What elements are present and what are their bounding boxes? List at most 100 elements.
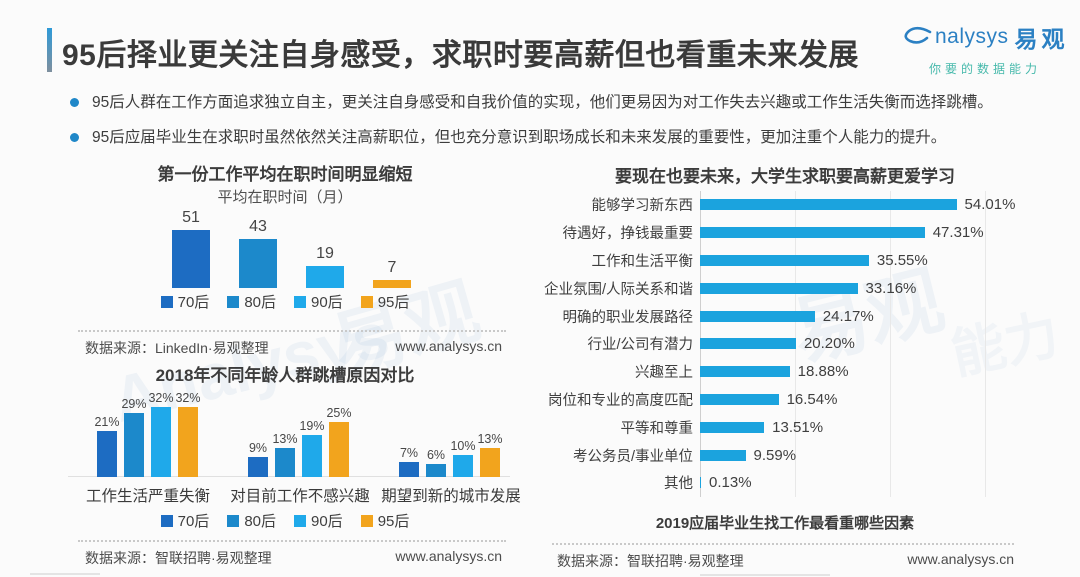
website-label: www.analysys.cn xyxy=(395,548,502,564)
hbar xyxy=(700,310,815,322)
chart3-plot: 能够学习新东西 54.01% 待遇好，挣钱最重要 47.31% 工作和生活平衡 35.… xyxy=(543,191,1043,497)
bar-value: 19% xyxy=(299,419,325,434)
separator xyxy=(78,540,506,542)
bar xyxy=(172,229,210,288)
chart2-source-row: 数据来源：智联招聘·易观整理 www.analysys.cn xyxy=(85,548,502,568)
legend-label: 95后 xyxy=(377,513,410,530)
legend-label: 90后 xyxy=(311,294,343,311)
bar-group: 21% 29% 32% 32% xyxy=(94,390,201,477)
bar xyxy=(151,406,171,477)
hbar-row: 其他 0.13% xyxy=(543,469,1043,497)
hbar-value: 20.20% xyxy=(803,335,855,353)
bar xyxy=(426,463,446,477)
hbar-value: 33.16% xyxy=(865,279,917,297)
bar-value: 43 xyxy=(249,217,267,235)
chart1-title: 第一份工作平均在职时间明显缩短 xyxy=(157,165,413,184)
legend-swatch xyxy=(360,514,373,527)
legend-label: 90后 xyxy=(311,513,343,530)
hbar-value: 0.13% xyxy=(709,474,752,492)
brand-logo: nalysys 易观 你要的数据能力 xyxy=(903,20,1073,77)
legend-swatch xyxy=(227,514,240,527)
hbar-row: 企业氛围/人际关系和谐 33.16% xyxy=(543,274,1043,302)
chart1-subtitle: 平均在职时间（月） xyxy=(217,189,353,206)
legend-item: 90后 xyxy=(294,291,343,312)
legend-label: 80后 xyxy=(244,513,276,530)
hbar-label: 能够学习新东西 xyxy=(591,198,694,215)
hbar-value: 35.55% xyxy=(876,251,928,269)
website-label: www.analysys.cn xyxy=(395,338,502,354)
bullet-text: 95后应届毕业生在求职时虽然依然关注高薪职位，但也充分意识到职场成长和未来发展的… xyxy=(92,129,947,146)
hbar-row: 岗位和专业的高度匹配 16.54% xyxy=(543,386,1043,414)
bar-value: 9% xyxy=(248,441,268,456)
legend-item: 70后 xyxy=(160,291,209,312)
hbar-label: 平等和尊重 xyxy=(620,420,694,437)
legend-item: 80后 xyxy=(227,291,276,312)
bullet-dot-icon xyxy=(70,133,79,142)
bar xyxy=(178,406,198,477)
bar-value: 13% xyxy=(477,432,503,447)
brand-name-cn: 易观 xyxy=(1014,26,1069,52)
separator xyxy=(78,330,506,332)
chart1-plot: 51 43 19 7 xyxy=(172,198,418,288)
hbar-value: 24.17% xyxy=(822,307,874,325)
bar-value: 32% xyxy=(148,390,174,405)
legend-swatch xyxy=(294,295,306,308)
brand-name-en: nalysys xyxy=(935,25,1009,48)
bar-wrap: 21% xyxy=(94,414,120,477)
cutoff-artifact xyxy=(30,573,100,575)
bar xyxy=(275,448,295,477)
bar xyxy=(453,455,473,477)
hbar-label: 其他 xyxy=(664,476,693,493)
hbar xyxy=(700,227,925,239)
bullet-text: 95后人群在工作方面追求独立自主，更关注自身感受和自我价值的实现，他们更易因为对… xyxy=(92,94,993,111)
hbar-label: 岗位和专业的高度匹配 xyxy=(548,392,693,409)
bar-value: 19 xyxy=(316,245,334,263)
hbar-value: 54.01% xyxy=(964,196,1016,214)
bar xyxy=(373,280,411,288)
hbar xyxy=(700,449,746,461)
hbar-row: 能够学习新东西 54.01% xyxy=(543,191,1043,219)
bar-value: 10% xyxy=(450,439,476,453)
bar xyxy=(239,238,277,288)
legend-label: 80后 xyxy=(244,294,276,311)
legend-swatch xyxy=(160,295,173,308)
chart1-legend: 70后 80后 90后 95后 xyxy=(60,291,510,312)
legend-item: 70后 xyxy=(160,510,210,531)
legend-label: 70后 xyxy=(177,513,210,530)
bar xyxy=(248,457,268,477)
legend-item: 90后 xyxy=(294,510,343,531)
hbar-value: 18.88% xyxy=(797,363,849,381)
legend-swatch xyxy=(227,295,240,308)
hbar-label: 兴趣至上 xyxy=(635,365,693,382)
bar-wrap: 7% xyxy=(399,446,419,477)
bar-value: 6% xyxy=(426,447,446,462)
chart2-title: 2018年不同年龄人群跳槽原因对比 xyxy=(155,366,415,385)
source-label: 数据来源：LinkedIn·易观整理 xyxy=(85,340,269,356)
hbar xyxy=(700,366,790,378)
hbar-row: 工作和生活平衡 35.55% xyxy=(543,247,1043,275)
hbar-label: 企业氛围/人际关系和谐 xyxy=(543,281,693,298)
chart3-source-row: 数据来源：智联招聘·易观整理 www.analysys.cn xyxy=(557,551,1014,571)
hbar xyxy=(700,393,779,405)
hbar-value: 13.51% xyxy=(772,418,824,436)
legend-swatch xyxy=(294,514,306,527)
bar-wrap: 13% xyxy=(477,432,503,477)
source-label: 数据来源：智联招聘·易观整理 xyxy=(557,553,744,569)
source-label: 数据来源：智联招聘·易观整理 xyxy=(85,550,272,566)
bar-group: 7 xyxy=(373,259,411,288)
bar-value: 21% xyxy=(94,414,120,429)
hbar-value: 47.31% xyxy=(932,224,984,242)
hbar-label: 考公务员/事业单位 xyxy=(572,448,693,465)
bar-wrap: 9% xyxy=(248,441,268,477)
bar-group: 43 xyxy=(239,218,277,288)
gridline xyxy=(890,191,891,497)
bar-value: 7% xyxy=(399,445,419,460)
bar-wrap: 32% xyxy=(175,391,201,477)
hbar xyxy=(700,421,765,433)
hbar-row: 行业/公司有潜力 20.20% xyxy=(543,330,1043,358)
bar xyxy=(97,430,117,477)
bar-value: 29% xyxy=(121,397,147,412)
chart1-source-row: 数据来源：LinkedIn·易观整理 www.analysys.cn xyxy=(85,338,502,358)
hbar-row: 考公务员/事业单位 9.59% xyxy=(543,441,1043,469)
